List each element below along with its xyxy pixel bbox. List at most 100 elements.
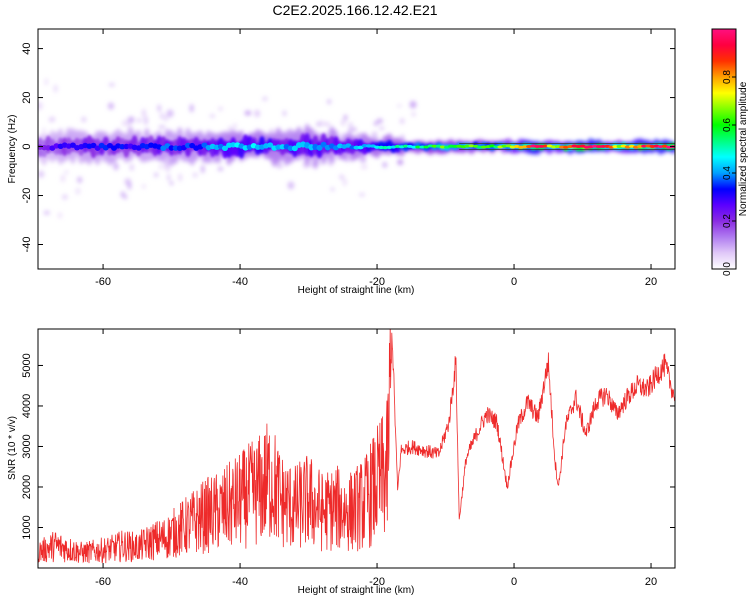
spectrogram-speckle	[113, 162, 119, 171]
spectrogram-speckle	[218, 107, 223, 111]
spectrogram-speckle	[166, 109, 174, 118]
spectrogram-speckle	[327, 99, 332, 105]
x-tick-label: -40	[232, 576, 248, 588]
snr-series-line	[38, 329, 675, 564]
spectrogram-speckle	[169, 181, 174, 186]
spectrogram-speckle	[141, 108, 146, 118]
spectrogram-marks	[38, 78, 675, 219]
spectrogram-speckle	[120, 191, 125, 198]
colorbar-tick-label: 0.2	[722, 214, 733, 228]
colorbar-tick-label: 0.6	[722, 118, 733, 132]
snr-y-axis-label: SNR (10 * v/v)	[7, 416, 18, 480]
spectrogram-speckle	[62, 194, 68, 200]
spectrogram-speckle	[303, 160, 309, 169]
spectrogram-cell	[316, 144, 323, 151]
spectrogram-core	[38, 141, 675, 152]
spectrogram-speckle	[345, 157, 349, 162]
snr-x-axis-label: Height of straight line (km)	[298, 585, 415, 596]
spectrogram-speckle	[217, 167, 224, 171]
colorbar-ticks: 0.0 0.2 0.4 0.6 0.8	[722, 70, 736, 276]
spectrogram-speckle	[244, 110, 252, 116]
spectrogram-speckle	[167, 174, 171, 181]
colorbar-tick-label: 0.4	[722, 166, 733, 180]
spectrogram-cell	[90, 142, 97, 149]
spectrogram-speckle	[43, 210, 50, 215]
y-tick-label: 4000	[21, 394, 33, 418]
y-tick-label: -20	[21, 188, 33, 204]
spectrogram-speckle	[378, 126, 385, 130]
colorbar-label: Normalized spectral amplitude	[738, 81, 749, 216]
x-tick-label: -60	[95, 576, 111, 588]
spectrogram-speckle	[160, 112, 164, 120]
spectrogram-speckle	[331, 129, 338, 134]
snr-panel: -60 -40 -20 0 20 1000 2000 3000 4000 5000 Height…	[7, 328, 676, 596]
spectrogram-cell	[267, 142, 274, 148]
spectrogram-speckle	[348, 122, 353, 129]
spectrogram-speckle	[352, 127, 357, 132]
spectrogram-cell	[493, 145, 500, 149]
spectrogram-speckle	[262, 96, 268, 101]
spectrogram-y-axis-label: Frequency (Hz)	[7, 115, 18, 184]
snr-frame	[37, 328, 676, 569]
spectrogram-speckle	[340, 119, 346, 126]
y-tick-label: 20	[21, 91, 33, 103]
spectrogram-speckle	[108, 83, 115, 87]
y-tick-label: 0	[21, 143, 33, 149]
spectrogram-speckle	[359, 155, 367, 164]
spectrogram-speckle	[53, 84, 58, 93]
spectrogram-y-ticks: -40 -20 0 20 40	[21, 42, 675, 252]
spectrogram-speckle	[228, 126, 233, 131]
spectrogram-frame	[37, 28, 676, 270]
x-tick-label: 0	[511, 576, 517, 588]
spectrogram-speckle	[233, 123, 237, 130]
spectrogram-speckle	[215, 155, 222, 164]
y-tick-label: -40	[21, 237, 33, 253]
spectrogram-cell	[221, 145, 228, 151]
snr-x-ticks: -60 -40 -20 0 20	[95, 329, 657, 588]
spectrogram-speckle	[354, 133, 362, 140]
spectrogram-speckle	[254, 109, 261, 118]
x-tick-label: -40	[232, 276, 248, 288]
spectrogram-speckle	[107, 102, 115, 110]
spectrogram-speckle	[192, 172, 198, 178]
spectrogram-speckle	[399, 118, 405, 124]
spectrogram-speckle	[64, 170, 69, 175]
spectrogram-speckle	[144, 116, 148, 126]
spectrogram-speckle	[129, 164, 134, 171]
y-tick-label: 5000	[21, 353, 33, 377]
spectrogram-speckle	[81, 116, 87, 123]
spectrogram-speckle	[243, 153, 247, 160]
spectrogram-speckle	[60, 174, 66, 183]
spectrogram-speckle	[58, 212, 62, 219]
x-tick-label: -20	[369, 576, 385, 588]
colorbar-gradient	[712, 29, 736, 269]
spectrogram-speckle	[42, 126, 46, 136]
spectrogram-speckle	[360, 164, 368, 170]
x-tick-label: 20	[645, 276, 657, 288]
spectrogram-speckle	[339, 174, 344, 180]
spectrogram-speckle	[210, 156, 217, 164]
spectrogram-x-ticks: -60 -40 -20 0 20	[95, 29, 657, 288]
spectrogram-speckle	[359, 193, 365, 197]
spectrogram-speckle	[154, 172, 159, 178]
spectrogram-speckle	[164, 158, 171, 167]
spectrogram-speckle	[44, 78, 48, 86]
spectrogram-speckle	[141, 184, 146, 189]
spectrogram-speckle	[75, 187, 81, 195]
spectrogram-speckle	[373, 121, 378, 126]
spectrogram-speckle	[318, 161, 323, 166]
spectrogram-speckle	[371, 131, 378, 141]
spectrogram-speckle	[178, 173, 182, 182]
spectrogram-speckle	[77, 176, 83, 184]
spectrogram-speckle	[163, 114, 169, 122]
spectrogram-speckle	[189, 104, 194, 113]
spectrogram-speckle	[348, 127, 353, 135]
spectrogram-speckle	[121, 120, 127, 127]
spectrogram-speckle	[128, 116, 132, 124]
x-tick-label: 20	[645, 576, 657, 588]
colorbar-tick-label: 0.8	[722, 70, 733, 84]
spectrogram-speckle	[322, 122, 329, 126]
spectrogram-speckle	[287, 181, 295, 190]
spectrogram-speckle	[400, 134, 405, 142]
colorbar: 0.0 0.2 0.4 0.6 0.8 Normalized spectral ampl…	[711, 28, 749, 276]
